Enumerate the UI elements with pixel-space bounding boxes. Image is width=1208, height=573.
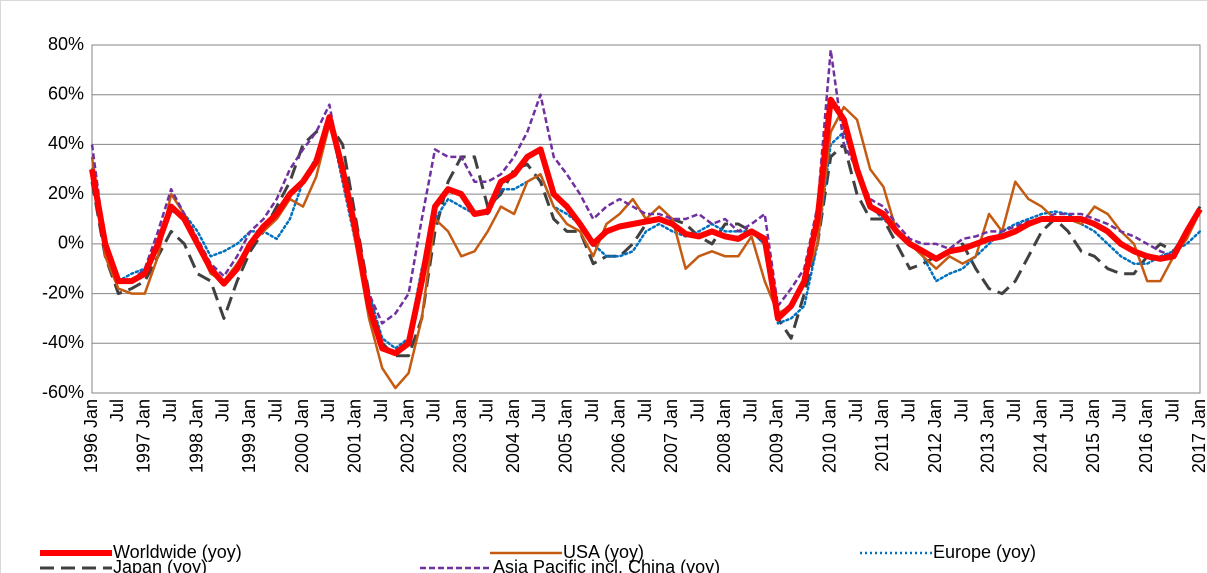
x-tick-label: 2008 Jan — [714, 399, 734, 473]
x-tick-label: 2014 Jan — [1030, 399, 1050, 473]
x-tick-label: 1996 Jan — [81, 399, 101, 473]
x-tick-label: Jul — [371, 399, 391, 422]
x-tick-label: Jul — [529, 399, 549, 422]
x-tick-label: 2006 Jan — [608, 399, 628, 473]
x-tick-label: Jul — [265, 399, 285, 422]
x-tick-label: Jul — [899, 399, 919, 422]
x-tick-label: 2005 Jan — [556, 399, 576, 473]
x-tick-label: Jul — [107, 399, 127, 422]
x-tick-label: 2000 Jan — [292, 399, 312, 473]
legend-label: Japan (yoy) — [113, 557, 207, 573]
x-tick-label: 1997 Jan — [134, 399, 154, 473]
y-tick-label: -40% — [42, 332, 84, 352]
series-line — [90, 48, 1202, 325]
legend-label: Europe (yoy) — [933, 542, 1036, 562]
x-tick-label: Jul — [160, 399, 180, 422]
y-tick-label: 60% — [48, 83, 84, 103]
legend-label: Worldwide (yoy) — [113, 542, 242, 562]
y-tick-label: 40% — [48, 133, 84, 153]
x-tick-label: Jul — [582, 399, 602, 422]
y-tick-label: 80% — [48, 34, 84, 54]
x-tick-label: Jul — [635, 399, 655, 422]
x-tick-label: Jul — [1004, 399, 1024, 422]
x-tick-label: 2004 Jan — [503, 399, 523, 473]
y-tick-label: -60% — [42, 382, 84, 402]
x-tick-label: Jul — [476, 399, 496, 422]
x-tick-label: Jul — [951, 399, 971, 422]
x-tick-label: Jul — [740, 399, 760, 422]
x-tick-label: 2016 Jan — [1136, 399, 1156, 473]
y-tick-label: 0% — [58, 233, 84, 253]
x-tick-label: Jul — [1057, 399, 1077, 422]
x-tick-label: 2007 Jan — [661, 399, 681, 473]
x-tick-label: 2002 Jan — [397, 399, 417, 473]
legend-label: Asia Pacific incl. China (yoy) — [493, 557, 720, 573]
x-tick-label: Jul — [1110, 399, 1130, 422]
x-tick-label: Jul — [424, 399, 444, 422]
series-line — [90, 123, 1202, 358]
plot-frame — [91, 44, 1201, 394]
x-tick-label: 1999 Jan — [239, 399, 259, 473]
x-tick-label: 2015 Jan — [1083, 399, 1103, 473]
y-tick-label: -20% — [42, 282, 84, 302]
x-tick-label: 2013 Jan — [978, 399, 998, 473]
x-tick-label: Jul — [213, 399, 233, 422]
series-line — [90, 118, 1202, 350]
x-tick-label: 2011 Jan — [872, 399, 892, 472]
x-tick-label: Jul — [318, 399, 338, 422]
legend-label: USA (yoy) — [563, 542, 644, 562]
x-tick-label: 2003 Jan — [450, 399, 470, 473]
x-tick-label: 2001 Jan — [345, 399, 365, 473]
x-tick-label: Jul — [793, 399, 813, 422]
series-line — [89, 96, 1203, 357]
x-tick-label: 1998 Jan — [186, 399, 206, 473]
x-tick-label: 2012 Jan — [925, 399, 945, 473]
x-tick-label: Jul — [1162, 399, 1182, 422]
x-tick-label: 2010 Jan — [819, 399, 839, 473]
y-tick-label: 20% — [48, 183, 84, 203]
x-tick-label: 2009 Jan — [767, 399, 787, 473]
x-tick-label: Jul — [688, 399, 708, 422]
x-tick-label: 2017 Jan — [1189, 399, 1208, 473]
x-tick-label: Jul — [846, 399, 866, 422]
